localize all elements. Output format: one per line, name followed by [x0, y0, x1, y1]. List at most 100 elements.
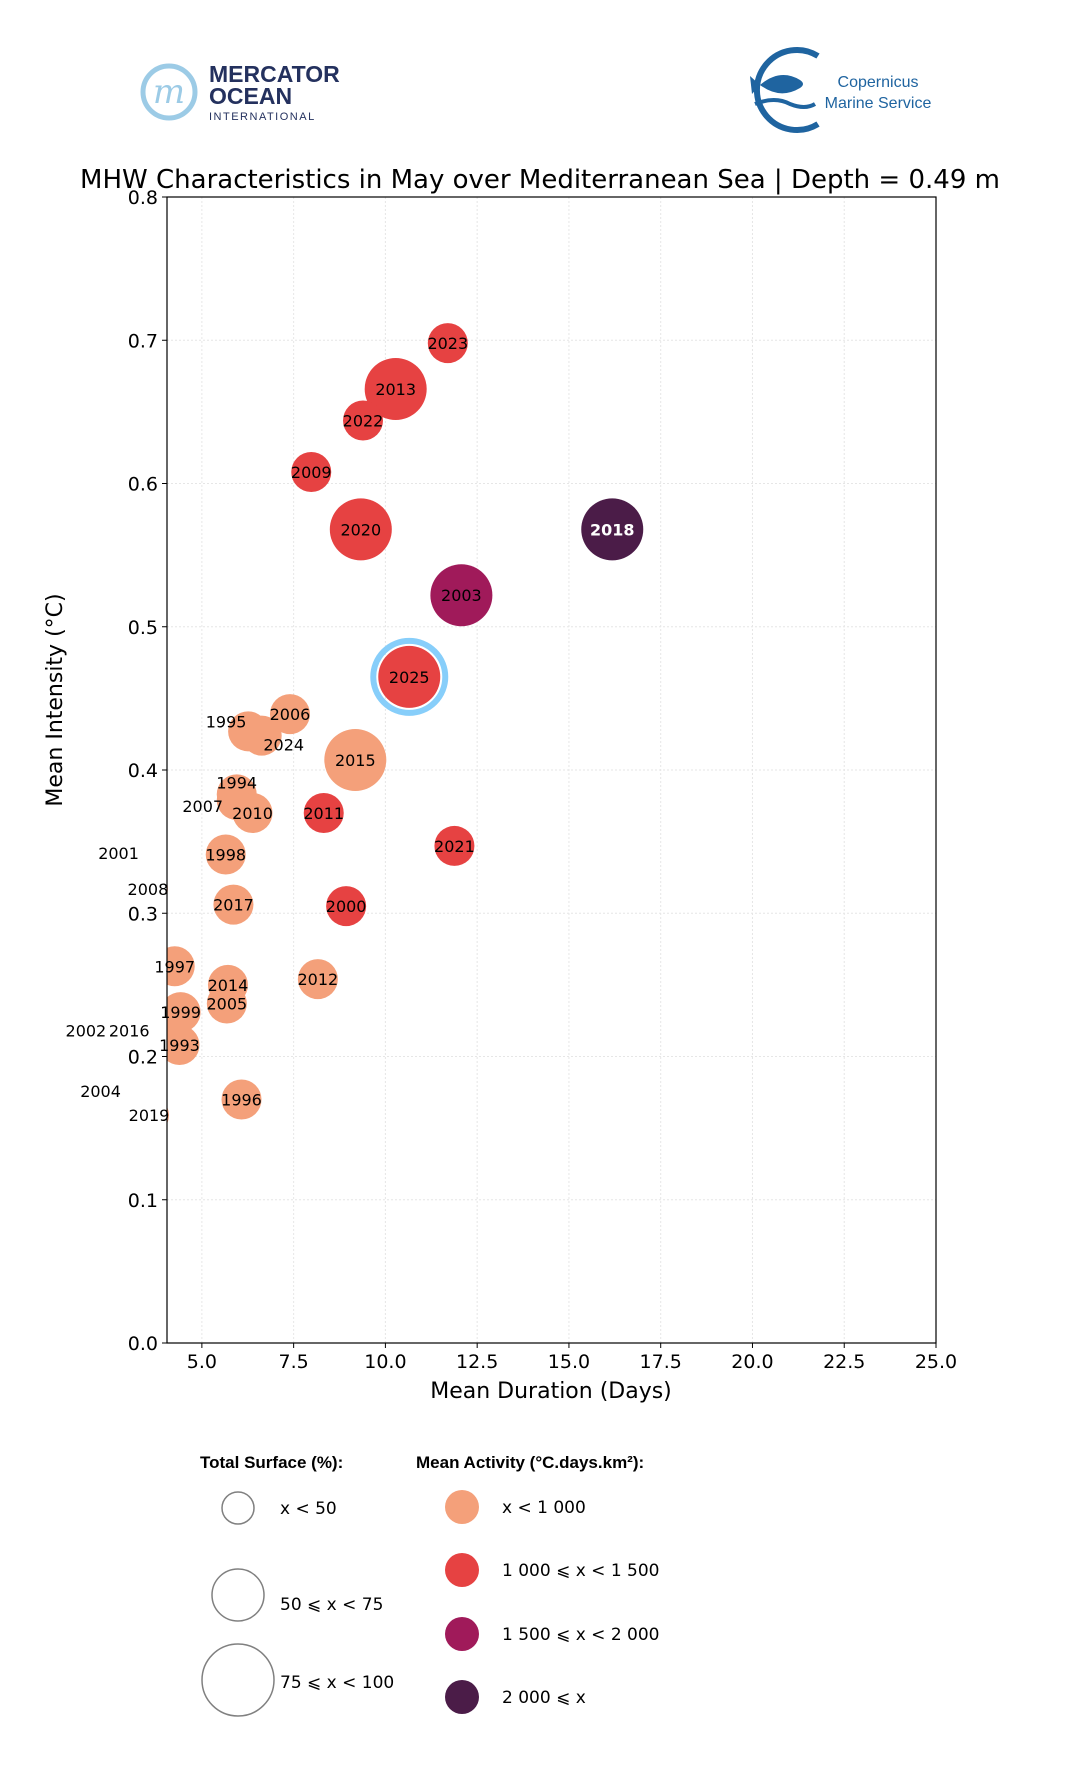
point-label-2017: 2017 [213, 896, 254, 915]
point-label-1993: 1993 [159, 1036, 200, 1055]
legend-surface-title: Total Surface (%): [200, 1453, 343, 1472]
point-label-2005: 2005 [206, 994, 247, 1013]
point-label-2018: 2018 [590, 520, 635, 539]
y-tick-label: 0.0 [128, 1333, 158, 1355]
copernicus-marine-logo: Copernicus Marine Service [750, 47, 932, 133]
point-2006 [269, 694, 310, 735]
point-label-2013: 2013 [375, 380, 416, 399]
point-label-2016: 2016 [109, 1021, 150, 1040]
point-2005 [206, 983, 247, 1024]
point-label-1996: 1996 [221, 1090, 262, 1109]
y-tick-label: 0.7 [128, 330, 158, 352]
mercator-line1: MERCATOR [209, 61, 340, 87]
point-2009 [291, 452, 332, 493]
point-label-2024: 2024 [263, 736, 304, 755]
point-2011 [303, 792, 344, 833]
legend-surface-label: x < 50 [280, 1499, 337, 1519]
point-label-2001: 2001 [98, 844, 139, 863]
legend-surface-label: 50 ⩽ x < 75 [280, 1595, 383, 1615]
y-tick-label: 0.2 [128, 1047, 158, 1069]
point-1999 [167, 992, 201, 1033]
point-label-1995: 1995 [206, 712, 247, 731]
legend-activity-title: Mean Activity (°C.days.km²): [416, 1453, 644, 1472]
point-1993 [167, 1025, 200, 1066]
point-2023 [427, 323, 468, 364]
legend: Total Surface (%): Mean Activity (°C.day… [200, 1453, 660, 1717]
point-label-2025: 2025 [389, 668, 430, 687]
point-label-1997: 1997 [154, 957, 195, 976]
x-tick-label: 22.5 [823, 1351, 865, 1373]
data-points [167, 323, 644, 1124]
x-tick-label: 20.0 [731, 1351, 773, 1373]
legend-activity-marker [445, 1553, 479, 1587]
legend-surface-marker [221, 1491, 255, 1525]
point-label-2010: 2010 [232, 804, 273, 823]
y-tick-label: 0.3 [128, 903, 158, 925]
x-tick-label: 17.5 [640, 1351, 682, 1373]
copernicus-line1: Copernicus [838, 74, 919, 91]
point-2012 [297, 959, 338, 1000]
point-2025 [378, 645, 441, 708]
point-label-2022: 2022 [343, 411, 384, 430]
point-label-2007: 2007 [182, 797, 223, 816]
point-label-2000: 2000 [326, 897, 367, 916]
legend-activity-marker [445, 1680, 479, 1714]
highlight-ring [370, 637, 449, 716]
point-label-2008: 2008 [128, 880, 169, 899]
point-2021 [434, 825, 475, 866]
point-2013 [364, 357, 427, 420]
mercator-line3: INTERNATIONAL [209, 111, 316, 123]
point-label-2003: 2003 [441, 586, 482, 605]
legend-activity-label: 2 000 ⩽ x [502, 1688, 586, 1708]
x-tick-label: 10.0 [364, 1351, 406, 1373]
point-2003 [430, 564, 493, 627]
point-label-1998: 1998 [205, 846, 246, 865]
point-label-2004: 2004 [80, 1082, 121, 1101]
point-label-2021: 2021 [434, 837, 475, 856]
legend-surface-label: 75 ⩽ x < 100 [280, 1673, 394, 1693]
point-labels: 2023 2013 2022 2009 2020 2018 2003 2025 2006 1995… [66, 334, 635, 1125]
point-label-2006: 2006 [270, 705, 311, 724]
point-label-2019: 2019 [129, 1106, 170, 1125]
point-2018 [581, 498, 644, 561]
y-tick-label: 0.6 [128, 474, 158, 496]
point-label-2009: 2009 [291, 463, 332, 482]
copernicus-arc-icon [754, 47, 820, 133]
x-tick-label: 12.5 [456, 1351, 498, 1373]
point-label-2002: 2002 [66, 1022, 107, 1041]
legend-activity-label: 1 000 ⩽ x < 1 500 [502, 1561, 660, 1581]
point-2000 [326, 886, 367, 927]
y-tick-label: 0.8 [128, 187, 158, 209]
fish-icon [750, 75, 803, 94]
y-tick-label: 0.4 [128, 760, 158, 782]
point-label-1999: 1999 [160, 1003, 201, 1022]
chart-title: MHW Characteristics in May over Mediterr… [80, 165, 1000, 195]
x-tick-label: 15.0 [548, 1351, 590, 1373]
point-label-2012: 2012 [298, 970, 339, 989]
point-label-2015: 2015 [335, 751, 376, 770]
point-1998 [205, 834, 246, 875]
point-label-2011: 2011 [303, 804, 344, 823]
mercator-line2: OCEAN [209, 83, 292, 109]
point-label-2014: 2014 [208, 976, 249, 995]
point-label-2023: 2023 [427, 334, 468, 353]
point-2015 [324, 728, 387, 791]
legend-activity-label: x < 1 000 [502, 1498, 586, 1518]
x-tick-label: 25.0 [915, 1351, 957, 1373]
x-axis-label: Mean Duration (Days) [430, 1379, 672, 1404]
wave-icon [754, 98, 817, 109]
mercator-m-icon: m [153, 72, 185, 112]
legend-activity-label: 1 500 ⩽ x < 2 000 [502, 1625, 660, 1645]
mercator-ocean-logo: m MERCATOR OCEAN INTERNATIONAL [140, 61, 340, 123]
point-1997 [167, 946, 195, 987]
point-label-1994: 1994 [216, 773, 257, 792]
point-2022 [343, 400, 384, 441]
copernicus-line2: Marine Service [825, 95, 932, 112]
legend-surface-marker [201, 1643, 275, 1717]
grid [167, 196, 937, 1344]
point-1996 [221, 1079, 262, 1120]
x-tick-label: 5.0 [187, 1351, 217, 1373]
y-tick-label: 0.5 [128, 617, 158, 639]
mercator-ring-icon [140, 63, 198, 121]
